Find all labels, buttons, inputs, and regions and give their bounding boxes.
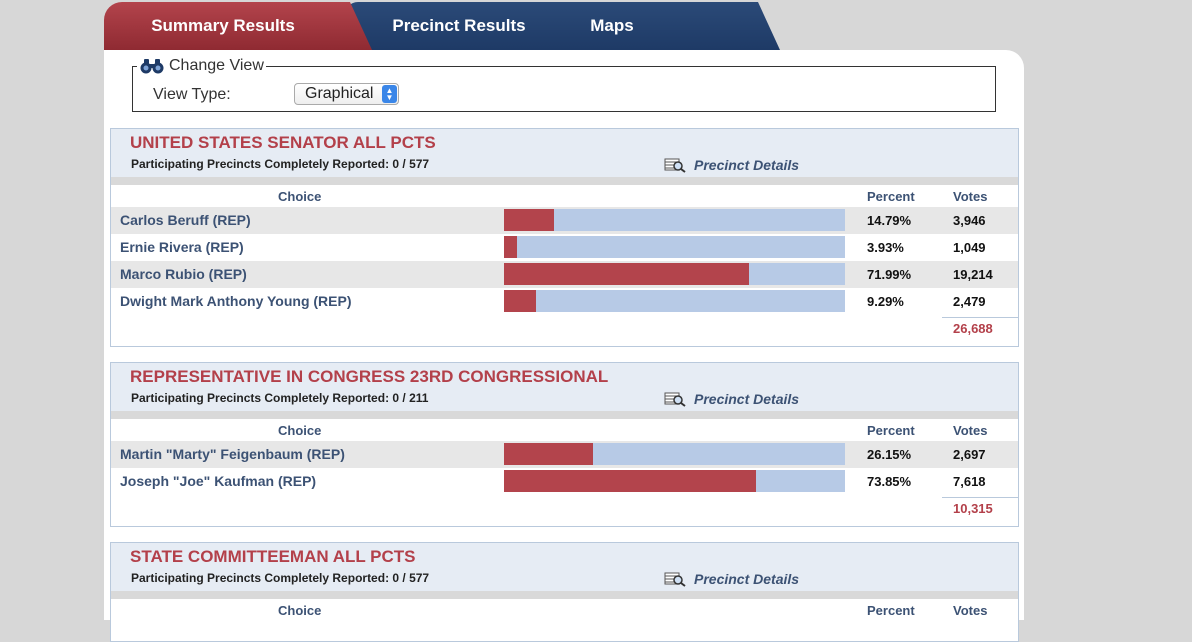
votes-header: Votes <box>953 189 988 204</box>
tab-precinct-results[interactable]: Precinct Results <box>344 2 564 50</box>
candidate-row: Marco Rubio (REP) 71.99% 19,214 <box>111 261 1018 288</box>
race-precincts-reported: Participating Precincts Completely Repor… <box>131 571 430 585</box>
race-precincts-reported: Participating Precincts Completely Repor… <box>131 157 430 171</box>
vote-share-fill <box>504 209 555 231</box>
race-header: UNITED STATES SENATOR ALL PCTS Participa… <box>111 129 1018 177</box>
view-type-value: Graphical <box>305 85 374 102</box>
race-title: REPRESENTATIVE IN CONGRESS 23RD CONGRESS… <box>130 367 609 386</box>
vote-share-bar <box>504 470 845 492</box>
race-congress-23rd: REPRESENTATIVE IN CONGRESS 23RD CONGRESS… <box>110 362 1019 527</box>
candidate-name: Joseph "Joe" Kaufman (REP) <box>120 473 317 489</box>
precinct-details-label: Precinct Details <box>694 157 800 173</box>
candidate-name: Dwight Mark Anthony Young (REP) <box>120 293 352 309</box>
race-header: STATE COMMITTEEMAN ALL PCTS Participatin… <box>111 543 1018 591</box>
header-separator <box>111 591 1018 599</box>
view-type-label: View Type: <box>153 86 231 103</box>
tab-summary-label: Summary Results <box>151 16 295 35</box>
tab-maps[interactable]: Maps <box>524 2 780 50</box>
votes-header: Votes <box>953 423 988 438</box>
candidate-votes: 2,479 <box>953 294 986 309</box>
choice-header: Choice <box>278 423 322 438</box>
change-view-box: Change View View Type: Graphical ▲ ▼ <box>132 57 996 112</box>
vote-share-bar <box>504 263 845 285</box>
results-tabs: Summary Results Precinct Results Maps <box>104 0 784 50</box>
candidate-votes: 1,049 <box>953 240 986 255</box>
total-divider <box>942 497 1019 498</box>
race-title: UNITED STATES SENATOR ALL PCTS <box>130 133 436 152</box>
vote-share-fill <box>504 470 756 492</box>
magnifier-table-icon <box>664 572 686 587</box>
choice-header: Choice <box>278 189 322 204</box>
candidate-name: Marco Rubio (REP) <box>120 266 247 282</box>
race-total-votes: 10,315 <box>953 501 993 516</box>
tab-summary-results[interactable]: Summary Results <box>104 2 372 50</box>
precinct-details-link[interactable]: Precinct Details <box>664 157 799 173</box>
magnifier-table-icon <box>664 158 686 173</box>
header-separator <box>111 411 1018 419</box>
magnifier-table-icon <box>664 392 686 407</box>
results-panel: Change View View Type: Graphical ▲ ▼ UNIT… <box>104 50 1024 642</box>
tab-precinct-label: Precinct Results <box>392 16 526 35</box>
change-view-title: Change View <box>169 57 264 74</box>
candidate-votes: 3,946 <box>953 213 986 228</box>
change-view-legend: Change View <box>137 57 266 75</box>
race-header: REPRESENTATIVE IN CONGRESS 23RD CONGRESS… <box>111 363 1018 411</box>
candidate-percent: 9.29% <box>867 294 904 309</box>
column-headers: Choice Percent Votes <box>111 599 1018 621</box>
candidate-row: Martin "Marty" Feigenbaum (REP) 26.15% 2… <box>111 441 1018 468</box>
candidate-row: Carlos Beruff (REP) 14.79% 3,946 <box>111 207 1018 234</box>
updown-arrows-icon: ▲ ▼ <box>382 85 397 103</box>
choice-header: Choice <box>278 603 322 618</box>
percent-header: Percent <box>867 423 915 438</box>
candidate-percent: 14.79% <box>867 213 912 228</box>
race-precincts-reported: Participating Precincts Completely Repor… <box>131 391 429 405</box>
precinct-details-label: Precinct Details <box>694 391 800 407</box>
column-headers: Choice Percent Votes <box>111 419 1018 441</box>
candidate-row: Dwight Mark Anthony Young (REP) 9.29% 2,… <box>111 288 1018 315</box>
vote-share-bar <box>504 236 845 258</box>
percent-header: Percent <box>867 189 915 204</box>
percent-header: Percent <box>867 603 915 618</box>
view-type-select[interactable]: Graphical ▲ ▼ <box>294 83 399 105</box>
vote-share-bar <box>504 290 845 312</box>
candidate-name: Ernie Rivera (REP) <box>120 239 244 255</box>
vote-share-fill <box>504 290 536 312</box>
candidate-votes: 19,214 <box>953 267 993 282</box>
candidate-percent: 3.93% <box>867 240 904 255</box>
race-state-committeeman: STATE COMMITTEEMAN ALL PCTS Participatin… <box>110 542 1019 642</box>
race-us-senator: UNITED STATES SENATOR ALL PCTS Participa… <box>110 128 1019 347</box>
precinct-details-label: Precinct Details <box>694 571 800 587</box>
votes-header: Votes <box>953 603 988 618</box>
race-title: STATE COMMITTEEMAN ALL PCTS <box>130 547 416 566</box>
candidate-percent: 71.99% <box>867 267 912 282</box>
candidate-name: Carlos Beruff (REP) <box>120 212 251 228</box>
candidate-row: Joseph "Joe" Kaufman (REP) 73.85% 7,618 <box>111 468 1018 495</box>
total-divider <box>942 317 1019 318</box>
candidate-percent: 26.15% <box>867 447 912 462</box>
candidate-percent: 73.85% <box>867 474 912 489</box>
tab-maps-label: Maps <box>590 16 634 35</box>
binoculars-icon <box>140 59 164 74</box>
candidate-votes: 2,697 <box>953 447 986 462</box>
candidate-votes: 7,618 <box>953 474 986 489</box>
vote-share-fill <box>504 263 750 285</box>
precinct-details-link[interactable]: Precinct Details <box>664 571 799 587</box>
vote-share-bar <box>504 443 845 465</box>
candidate-row: Ernie Rivera (REP) 3.93% 1,049 <box>111 234 1018 261</box>
column-headers: Choice Percent Votes <box>111 185 1018 207</box>
header-separator <box>111 177 1018 185</box>
vote-share-bar <box>504 209 845 231</box>
race-total-votes: 26,688 <box>953 321 993 336</box>
precinct-details-link[interactable]: Precinct Details <box>664 391 799 407</box>
vote-share-fill <box>504 443 594 465</box>
candidate-name: Martin "Marty" Feigenbaum (REP) <box>120 446 345 462</box>
vote-share-fill <box>504 236 518 258</box>
